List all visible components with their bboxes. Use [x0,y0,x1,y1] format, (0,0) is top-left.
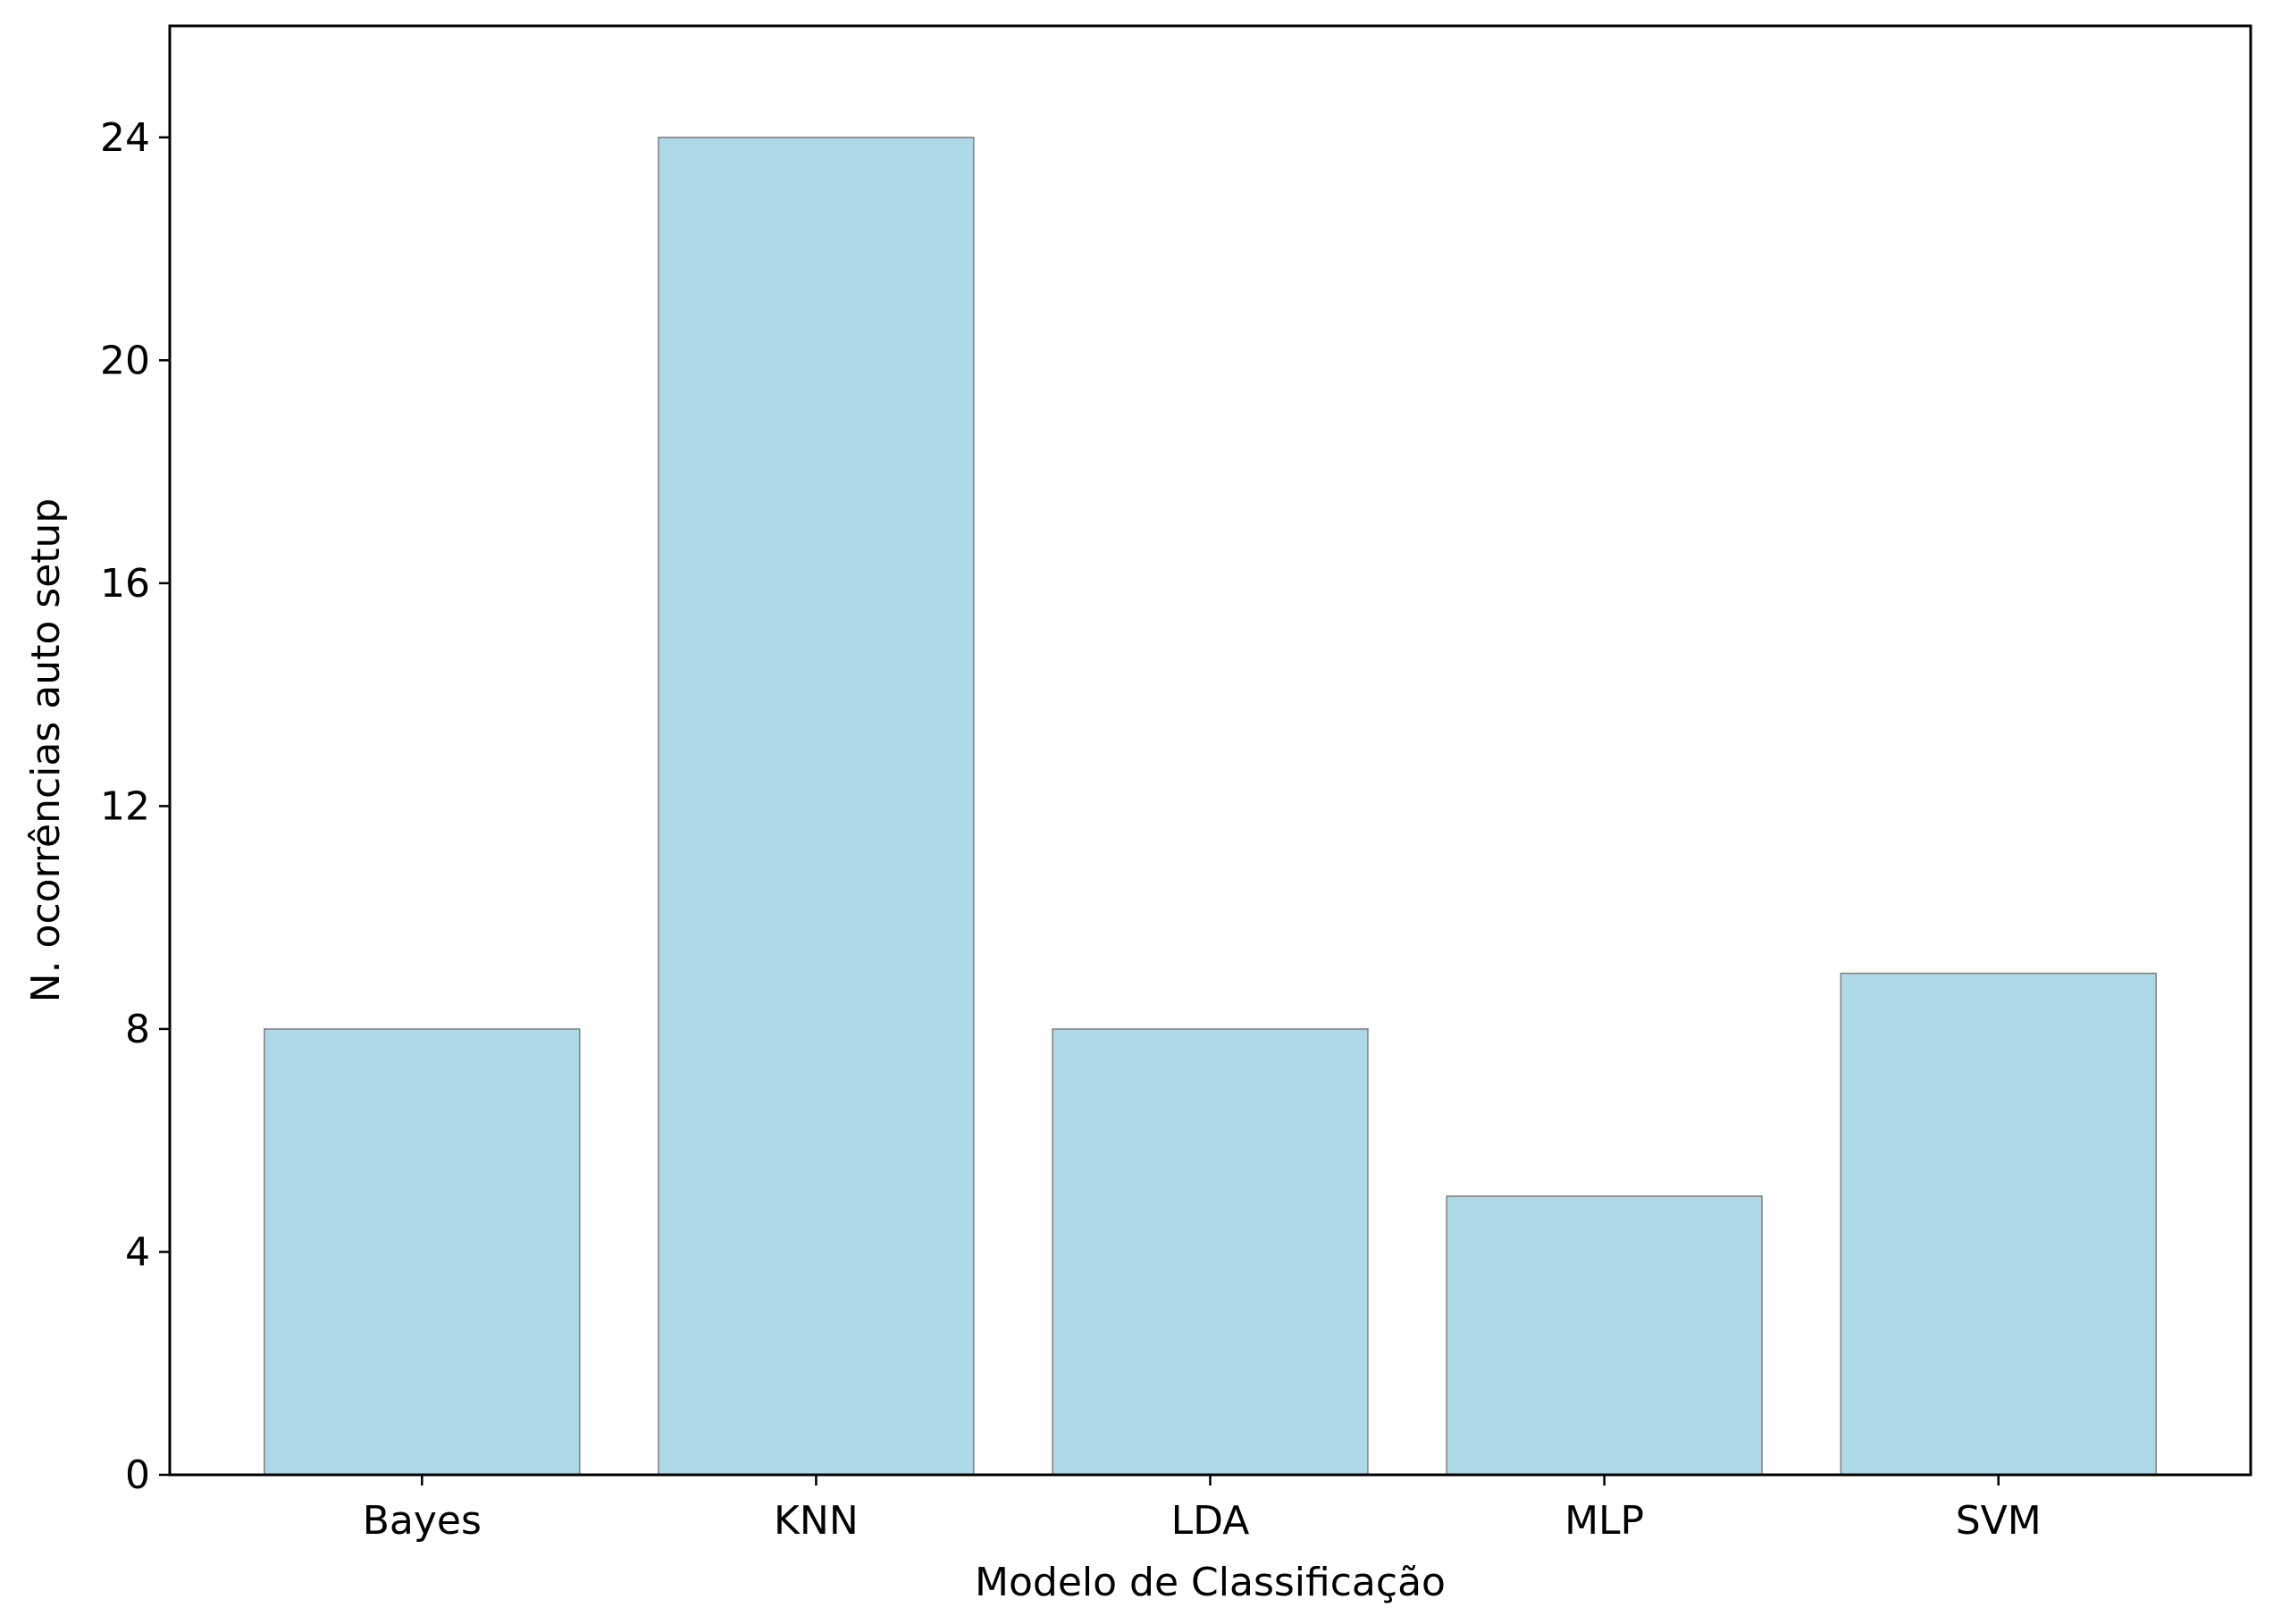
y-axis-label: N. ocorrências auto setup [23,498,69,1003]
bars-group [264,137,2157,1476]
x-tick-label: MLP [1564,1498,1644,1544]
y-axis: 0 4 8 12 16 20 24 [100,115,170,1498]
y-tick-label: 24 [100,115,150,161]
bar-mlp [1446,1195,1763,1476]
bar-lda [1052,1028,1369,1476]
y-tick-label: 12 [100,783,150,829]
x-tick-label: LDA [1171,1498,1250,1544]
bar-knn [658,137,975,1476]
x-tick-label: SVM [1956,1498,2042,1544]
y-tick-label: 16 [100,561,150,607]
x-axis-label: Modelo de Classificação [975,1560,1446,1605]
bar-svm [1840,972,2157,1476]
x-tick-label: KNN [774,1498,859,1544]
bar-bayes [264,1028,581,1476]
y-tick-label: 0 [125,1452,150,1498]
y-tick-label: 20 [100,338,150,383]
x-tick-label: Bayes [363,1498,482,1544]
y-tick-label: 8 [125,1007,150,1052]
x-axis: Bayes KNN LDA MLP SVM [363,1475,2042,1544]
y-tick-label: 4 [125,1229,150,1275]
